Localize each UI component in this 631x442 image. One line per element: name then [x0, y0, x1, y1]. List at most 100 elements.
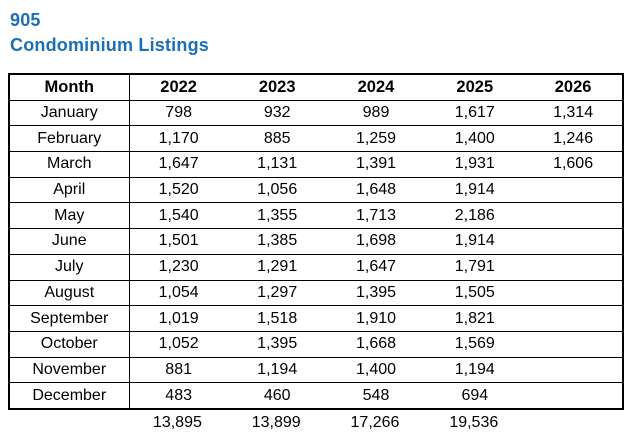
value-cell: 1,194 [227, 356, 327, 383]
value-cell: 548 [326, 382, 426, 409]
listings-table: Month 2022 2023 2024 2025 2026 January 79… [8, 73, 624, 410]
report-number: 905 [10, 10, 41, 30]
value-cell: 1,052 [129, 330, 228, 358]
table-row: May 1,540 1,355 1,713 2,186 [9, 202, 623, 229]
table-row: July 1,230 1,291 1,647 1,791 [9, 253, 623, 280]
table-row: September 1,019 1,518 1,910 1,821 [9, 305, 623, 332]
month-cell: March [9, 151, 130, 178]
value-cell: 1,400 [326, 356, 426, 383]
value-cell: 1,297 [227, 279, 327, 306]
value-cell: 460 [227, 382, 327, 409]
report-header: 905 Condominium Listings [10, 8, 631, 58]
value-cell: 1,505 [425, 279, 525, 306]
month-cell: January [9, 99, 130, 126]
value-cell: 1,668 [326, 330, 426, 358]
value-cell: 1,569 [425, 330, 525, 358]
table-row: December 483 460 548 694 [9, 382, 623, 409]
value-cell: 1,131 [227, 151, 327, 178]
table-row: November 881 1,194 1,400 1,194 [9, 356, 623, 383]
value-cell: 1,698 [326, 228, 426, 255]
value-cell: 1,246 [524, 125, 623, 152]
table-row: January 798 932 989 1,617 1,314 [9, 99, 623, 126]
value-cell: 1,617 [425, 99, 525, 126]
totals-row: 13,895 13,899 17,266 19,536 [8, 410, 622, 437]
total-cell-2026 [523, 410, 622, 437]
value-cell: 1,606 [524, 151, 623, 178]
month-cell: August [9, 279, 130, 306]
value-cell: 1,259 [326, 125, 426, 152]
totals-label-cell [8, 410, 128, 437]
value-cell: 1,391 [326, 151, 426, 178]
value-cell: 932 [227, 99, 327, 126]
totals-table: 13,895 13,899 17,266 19,536 [8, 410, 622, 437]
value-cell: 483 [129, 382, 228, 409]
column-header-2024: 2024 [357, 77, 395, 96]
value-cell: 798 [129, 99, 228, 126]
value-cell: 989 [326, 99, 426, 126]
value-cell: 1,914 [425, 176, 525, 203]
value-cell [524, 356, 623, 383]
value-cell: 1,518 [227, 305, 327, 332]
value-cell: 1,019 [129, 305, 228, 332]
month-cell: February [9, 125, 130, 152]
value-cell: 1,914 [425, 228, 525, 255]
value-cell: 885 [227, 125, 327, 152]
value-cell: 1,400 [425, 125, 525, 152]
value-cell: 1,501 [129, 228, 228, 255]
value-cell: 1,713 [326, 202, 426, 229]
value-cell: 881 [129, 356, 228, 383]
table-row: June 1,501 1,385 1,698 1,914 [9, 228, 623, 255]
month-cell: April [9, 176, 130, 203]
month-cell: July [9, 253, 130, 280]
value-cell [524, 176, 623, 203]
value-cell: 1,314 [524, 99, 623, 126]
value-cell [524, 330, 623, 358]
month-cell: September [9, 305, 130, 332]
value-cell [524, 228, 623, 255]
table-row: April 1,520 1,056 1,648 1,914 [9, 176, 623, 203]
column-header-2025: 2025 [456, 77, 494, 96]
total-cell-2023: 13,899 [251, 414, 301, 432]
value-cell: 1,056 [227, 176, 327, 203]
value-cell: 1,910 [326, 305, 426, 332]
value-cell [524, 305, 623, 332]
table-row: October 1,052 1,395 1,668 1,569 [9, 330, 623, 358]
value-cell: 1,170 [129, 125, 228, 152]
table-row: August 1,054 1,297 1,395 1,505 [9, 279, 623, 306]
value-cell: 1,540 [129, 202, 228, 229]
month-cell: October [9, 330, 130, 358]
month-cell: June [9, 228, 130, 255]
column-header-2026: 2026 [554, 77, 592, 96]
value-cell: 1,647 [326, 253, 426, 280]
month-cell: May [9, 202, 130, 229]
value-cell: 1,194 [425, 356, 525, 383]
value-cell: 1,230 [129, 253, 228, 280]
value-cell: 1,395 [227, 330, 327, 358]
value-cell: 1,054 [129, 279, 228, 306]
value-cell: 1,355 [227, 202, 327, 229]
column-header-month: Month [9, 74, 130, 101]
value-cell: 1,520 [129, 176, 228, 203]
value-cell: 694 [425, 382, 525, 409]
column-header-2023: 2023 [258, 77, 296, 96]
value-cell: 1,385 [227, 228, 327, 255]
month-cell: December [9, 382, 130, 409]
table-row: March 1,647 1,131 1,391 1,931 1,606 [9, 151, 623, 178]
month-cell: November [9, 356, 130, 383]
value-cell: 1,821 [425, 305, 525, 332]
value-cell: 1,395 [326, 279, 426, 306]
value-cell: 1,647 [129, 151, 228, 178]
value-cell [524, 279, 623, 306]
report-title: Condominium Listings [10, 35, 209, 55]
value-cell: 1,648 [326, 176, 426, 203]
value-cell: 1,791 [425, 253, 525, 280]
total-cell-2022: 13,895 [152, 414, 202, 432]
value-cell: 1,291 [227, 253, 327, 280]
column-header-2022: 2022 [160, 77, 197, 96]
total-cell-2024: 17,266 [350, 414, 400, 432]
header-row: Month 2022 2023 2024 2025 2026 [9, 74, 623, 101]
value-cell: 2,186 [425, 202, 525, 229]
value-cell [524, 202, 623, 229]
value-cell [524, 253, 623, 280]
table-row: February 1,170 885 1,259 1,400 1,246 [9, 125, 623, 152]
